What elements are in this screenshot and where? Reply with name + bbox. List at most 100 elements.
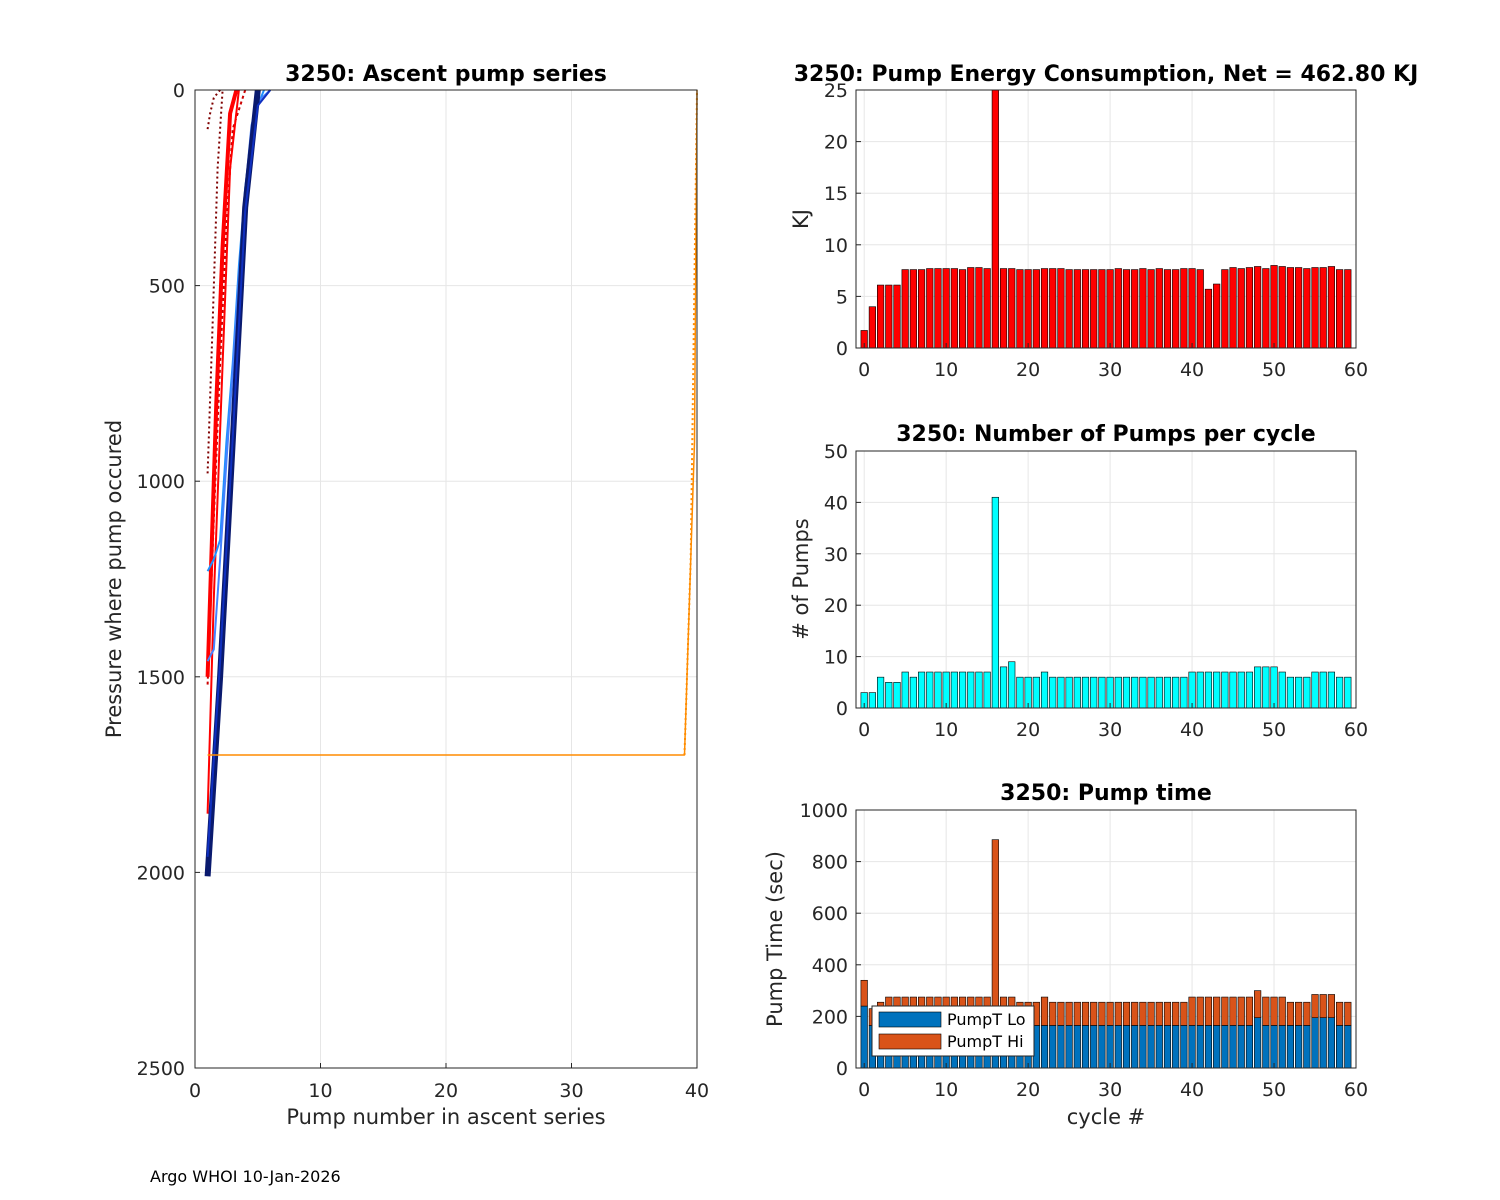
y-tick-label: 5 <box>836 286 848 308</box>
legend-label-lo: PumpT Lo <box>947 1010 1026 1029</box>
x-tick-label: 30 <box>559 1080 583 1102</box>
bar <box>1073 676 1081 709</box>
bar-pumpt-lo <box>1098 1025 1106 1069</box>
bar <box>1032 269 1040 349</box>
bar-pumpt-lo <box>1204 1025 1213 1069</box>
bar-pumpt-hi <box>1188 996 1196 1026</box>
bar-pumpt-lo <box>1213 1025 1221 1069</box>
y-tick-label: 50 <box>824 441 848 463</box>
x-tick-label: 20 <box>1016 359 1040 381</box>
bar <box>1245 671 1254 709</box>
bar <box>958 269 967 349</box>
pump-count-bars <box>860 496 1352 709</box>
bar <box>1188 268 1196 349</box>
bar <box>967 267 975 349</box>
bar <box>1311 267 1319 349</box>
bar-pumpt-hi <box>1221 996 1229 1026</box>
footer-credit: Argo WHOI 10-Jan-2026 <box>150 1167 341 1186</box>
x-tick-label: 60 <box>1344 359 1368 381</box>
bar <box>1254 266 1262 349</box>
chart-title: 3250: Number of Pumps per cycle <box>896 422 1315 447</box>
bar-pumpt-lo <box>1254 1017 1262 1069</box>
bar-pumpt-hi <box>1098 1001 1106 1026</box>
bar-pumpt-lo <box>1139 1025 1147 1069</box>
y-tick-label: 20 <box>824 132 848 154</box>
x-tick-label: 50 <box>1262 359 1286 381</box>
bar <box>909 676 917 709</box>
bar-pumpt-hi <box>1163 1001 1172 1026</box>
bar <box>983 268 991 349</box>
bar-pumpt-hi <box>1286 1001 1295 1026</box>
bar <box>991 89 999 349</box>
bar-pumpt-hi <box>1139 1001 1147 1026</box>
chart-title: 3250: Ascent pump series <box>285 62 607 87</box>
x-tick-label: 10 <box>308 1080 332 1102</box>
bar <box>1057 676 1065 709</box>
y-tick-label: 600 <box>812 903 848 925</box>
bar <box>877 284 885 349</box>
x-axis-label: cycle # <box>1067 1105 1146 1129</box>
bar-pumpt-hi <box>1131 1001 1139 1026</box>
grid <box>856 450 1357 709</box>
ascent-pump-series-panel: 0 10 20 30 40 0 500 1000 1500 2000 2500 3250: Asce… <box>102 62 709 1129</box>
bar-pumpt-hi <box>1106 1001 1114 1026</box>
bar-pumpt-lo <box>1221 1025 1229 1069</box>
bar <box>1147 269 1155 349</box>
bar <box>1295 676 1303 709</box>
bar <box>1163 676 1172 709</box>
bar <box>1344 269 1352 349</box>
bar-pumpt-lo <box>1311 1017 1319 1069</box>
chart-title: 3250: Pump Energy Consumption, Net = 462… <box>794 62 1419 87</box>
bar <box>958 671 967 709</box>
bar <box>1327 671 1335 709</box>
bar <box>1024 269 1032 349</box>
bar-pumpt-lo <box>1303 1025 1311 1069</box>
bar <box>877 676 885 709</box>
bar <box>1245 267 1254 349</box>
bar-pumpt-hi <box>1270 996 1278 1026</box>
x-tick-label: 10 <box>934 359 958 381</box>
bar <box>1327 266 1335 349</box>
bar <box>1336 676 1344 709</box>
legend: PumpT Lo PumpT Hi <box>871 1005 1035 1057</box>
x-axis-label: Pump number in ascent series <box>286 1105 605 1129</box>
bar <box>1237 671 1245 709</box>
bar <box>1081 269 1090 349</box>
bar-pumpt-hi <box>1196 996 1204 1026</box>
x-tick-label: 60 <box>1344 719 1368 741</box>
pumps-per-cycle-panel: 0 10 20 30 40 50 60 0 10 20 30 40 50 3250: Number of… <box>789 422 1368 741</box>
bar-pumpt-hi <box>1311 994 1319 1018</box>
bar-pumpt-hi <box>1344 1001 1352 1026</box>
bar <box>1188 671 1196 709</box>
bar <box>942 671 950 709</box>
bar <box>917 269 926 349</box>
plot-frame <box>855 89 1357 349</box>
bar <box>901 671 909 709</box>
bar <box>1221 671 1229 709</box>
y-axis-label: # of Pumps <box>789 518 813 640</box>
bar <box>1229 671 1237 709</box>
bar <box>1008 268 1016 349</box>
bar-pumpt-lo <box>1172 1025 1180 1069</box>
bar-pumpt-hi <box>1278 996 1286 1026</box>
x-tick-label: 20 <box>1016 1079 1040 1101</box>
y-axis-label: Pump Time (sec) <box>763 851 787 1027</box>
bar <box>901 269 909 349</box>
bar <box>1286 676 1295 709</box>
bar <box>1180 268 1188 349</box>
bar <box>1196 269 1204 349</box>
bar <box>1172 269 1180 349</box>
legend-swatch-lo <box>878 1011 942 1028</box>
y-tick-label: 0 <box>173 80 185 102</box>
bar-pumpt-lo <box>1114 1025 1122 1069</box>
bar <box>1344 676 1352 709</box>
bar-pumpt-lo <box>1122 1025 1131 1069</box>
y-tick-label: 400 <box>812 955 848 977</box>
bar-pumpt-hi <box>1262 996 1270 1026</box>
bar <box>1237 268 1245 349</box>
bar <box>1278 671 1286 709</box>
bar <box>1180 676 1188 709</box>
bar <box>885 284 893 349</box>
